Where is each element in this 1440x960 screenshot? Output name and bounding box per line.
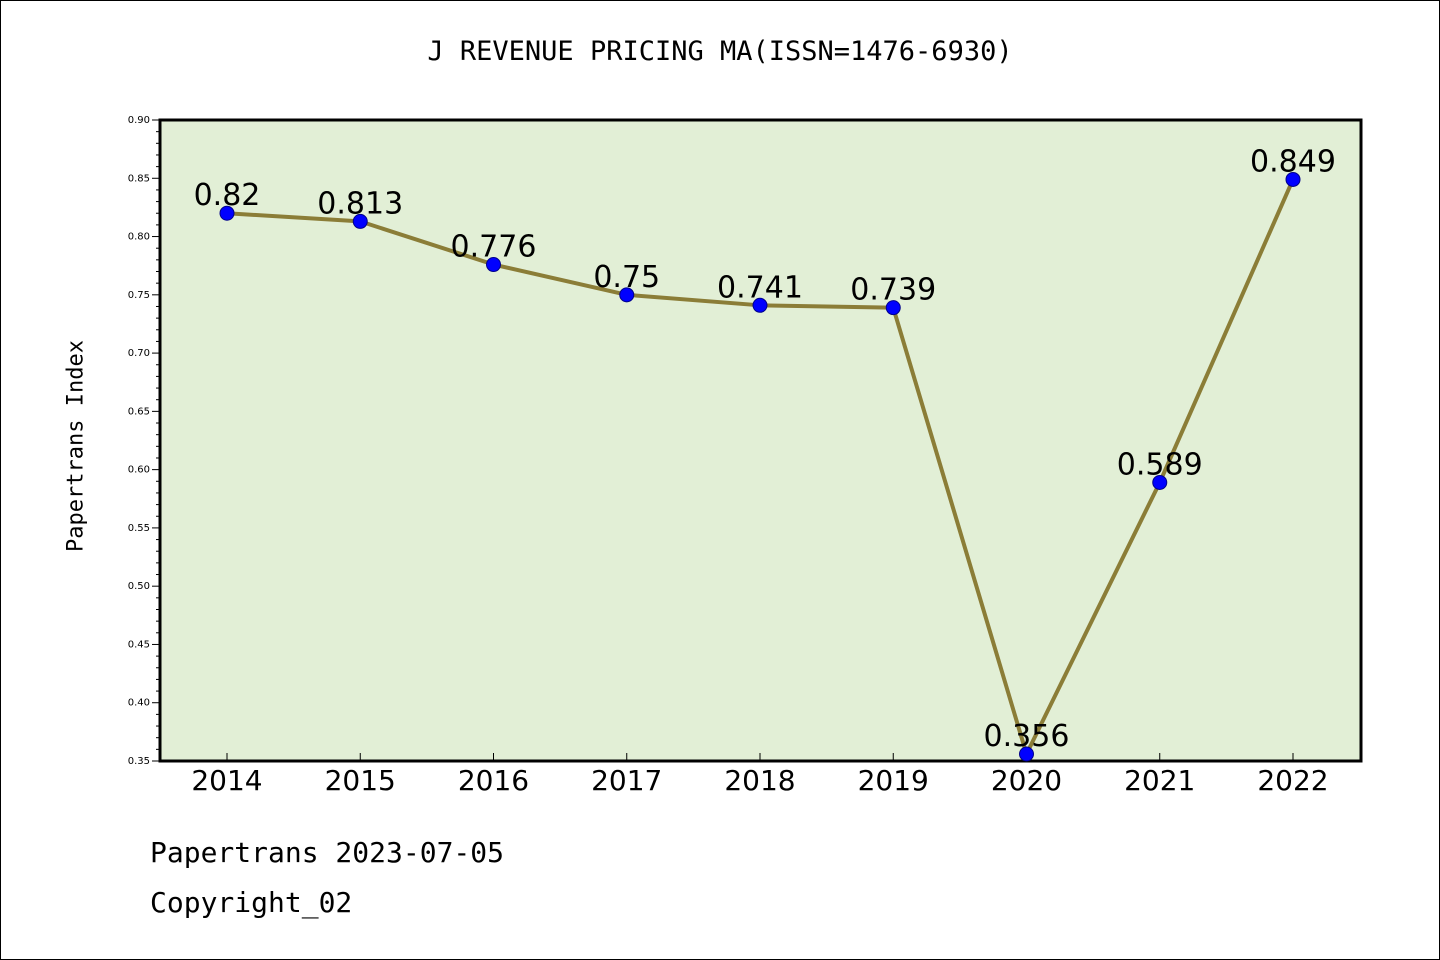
data-point	[219, 205, 235, 221]
footer-date: Papertrans 2023-07-05	[150, 836, 505, 869]
x-tick-label: 2017	[591, 764, 662, 797]
x-tick-label: 2020	[991, 764, 1062, 797]
y-tick-label: 0.80	[128, 232, 150, 243]
y-tick-label: 0.65	[128, 406, 150, 417]
data-points	[219, 171, 1301, 762]
y-tick-label: 0.70	[128, 348, 150, 359]
data-label: 0.589	[1117, 447, 1203, 482]
x-tick-label: 2022	[1257, 764, 1328, 797]
y-tick-label: 0.45	[128, 639, 150, 650]
x-tick-label: 2014	[191, 764, 262, 797]
data-label: 0.82	[194, 178, 261, 213]
y-tick-label: 0.55	[128, 523, 150, 534]
data-point	[1019, 746, 1034, 762]
x-tick-label: 2018	[724, 764, 795, 797]
chart-title: J REVENUE PRICING MA(ISSN=1476-6930)	[427, 36, 1013, 67]
x-tick-label: 2021	[1124, 764, 1195, 797]
y-tick-label: 0.90	[128, 115, 150, 126]
y-axis: 0.35 0.40 0.45 0.50 0.55 0.60 0.65 0.70 0.75 0.80…	[128, 115, 160, 767]
data-point	[1285, 171, 1301, 187]
x-tick-label: 2019	[858, 764, 929, 797]
data-point	[752, 297, 768, 313]
y-tick-label: 0.85	[128, 173, 150, 184]
x-tick-label: 2015	[325, 764, 396, 797]
data-point	[1152, 474, 1168, 490]
data-point	[486, 257, 501, 273]
data-labels: 0.82 0.813 0.776 0.75 0.741 0.739 0.356 0.589 0.…	[194, 144, 1336, 754]
y-tick-label: 0.60	[128, 465, 150, 476]
data-label: 0.849	[1250, 144, 1336, 179]
x-tick-label: 2016	[458, 764, 529, 797]
data-label: 0.356	[984, 719, 1070, 754]
y-tick-label: 0.35	[128, 756, 150, 767]
y-tick-label: 0.40	[128, 698, 150, 709]
data-point	[885, 300, 901, 316]
data-label: 0.741	[717, 270, 803, 305]
data-label: 0.75	[593, 260, 660, 295]
x-axis: 2014 2015 2016 2017 2018 2019 2020 2021 2022	[191, 753, 1329, 797]
plot-area	[158, 118, 1363, 763]
footer-copyright: Copyright_02	[150, 886, 353, 919]
y-tick-label: 0.75	[128, 290, 150, 301]
y-tick-label: 0.50	[128, 581, 150, 592]
data-label: 0.739	[850, 273, 936, 308]
data-label: 0.776	[451, 230, 537, 265]
data-point	[619, 287, 635, 303]
data-label: 0.813	[317, 186, 403, 221]
data-point	[352, 213, 368, 229]
